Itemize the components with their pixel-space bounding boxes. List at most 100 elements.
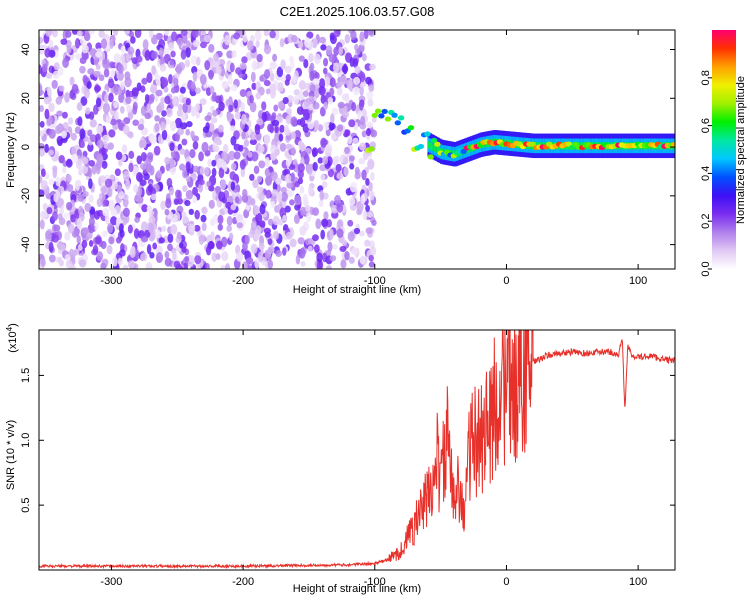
heatmap-cell <box>280 186 288 194</box>
heatmap-cell <box>89 134 97 143</box>
heatmap-cell <box>302 108 309 116</box>
heatmap-cell <box>215 253 221 260</box>
heatmap-cell <box>333 46 339 57</box>
heatmap-cell <box>274 126 279 134</box>
heatmap-cell <box>39 84 43 94</box>
spectrogram-ytick-label: 20 <box>20 92 32 104</box>
heatmap-cell <box>309 70 315 82</box>
heatmap-cell <box>112 256 118 267</box>
heatmap-cell <box>324 76 331 87</box>
heatmap-cell <box>320 174 326 181</box>
heatmap-cell <box>171 31 178 42</box>
heatmap-cell <box>69 76 75 86</box>
heatmap-cell <box>113 101 119 109</box>
heatmap-cell <box>100 185 108 194</box>
heatmap-cell <box>279 142 287 152</box>
heatmap-cell <box>110 118 118 126</box>
heatmap-cell <box>233 151 241 160</box>
heatmap-cell <box>211 91 217 102</box>
heatmap-cell <box>251 151 259 162</box>
heatmap-cell <box>362 151 368 160</box>
heatmap-cell <box>109 61 115 69</box>
heatmap-cell <box>460 148 467 155</box>
heatmap-cell <box>331 156 339 166</box>
heatmap-cell <box>319 189 324 201</box>
heatmap-cell <box>429 141 433 150</box>
heatmap-cell <box>430 142 434 151</box>
heatmap-cell <box>167 42 175 52</box>
heatmap-cell <box>185 129 191 136</box>
heatmap-cell <box>312 37 318 49</box>
heatmap-cell <box>121 144 128 154</box>
heatmap-cell <box>161 129 168 141</box>
heatmap-cell <box>43 96 52 105</box>
heatmap-cell <box>82 74 88 84</box>
heatmap-cell <box>140 252 148 262</box>
heatmap-cell <box>137 123 145 131</box>
heatmap-cell <box>145 158 152 169</box>
heatmap-cell <box>331 107 339 116</box>
heatmap-cell <box>131 87 139 97</box>
heatmap-cell <box>368 146 375 152</box>
heatmap-cell <box>68 117 74 125</box>
heatmap-cell <box>336 172 344 180</box>
heatmap-cell <box>48 128 56 139</box>
heatmap-cell <box>254 123 261 135</box>
heatmap-cell <box>147 183 153 193</box>
heatmap-cell <box>156 255 161 263</box>
heatmap-cell <box>433 144 437 152</box>
heatmap-cell <box>88 194 94 203</box>
heatmap-cell <box>193 224 201 232</box>
heatmap-cell <box>277 82 284 92</box>
heatmap-cell <box>76 218 83 230</box>
heatmap-cell <box>109 38 114 49</box>
heatmap-cell <box>190 81 196 90</box>
heatmap-cell <box>230 204 237 211</box>
heatmap-cell <box>211 117 218 124</box>
heatmap-cell <box>333 30 341 38</box>
heatmap-cell <box>194 87 201 94</box>
heatmap-cell <box>269 61 277 70</box>
heatmap-cell <box>323 211 329 221</box>
heatmap-cell <box>201 206 208 215</box>
heatmap-cell <box>53 224 61 232</box>
heatmap-cell <box>258 160 266 169</box>
heatmap-cell <box>222 143 229 154</box>
heatmap-cell <box>48 39 54 49</box>
heatmap-cell <box>250 243 258 254</box>
heatmap-cell <box>284 173 292 184</box>
heatmap-cell <box>140 235 149 243</box>
heatmap-cell <box>148 30 154 39</box>
heatmap-cell <box>102 207 110 217</box>
heatmap-cell <box>368 30 374 36</box>
heatmap-cell <box>241 114 247 125</box>
heatmap-cell <box>242 241 248 252</box>
heatmap-cell <box>51 234 59 243</box>
heatmap-cell <box>257 144 265 154</box>
heatmap-cell <box>144 50 151 61</box>
heatmap-cell <box>178 241 184 249</box>
heatmap-cell <box>98 30 105 38</box>
heatmap-cell <box>192 165 200 173</box>
heatmap-cell <box>56 110 63 117</box>
heatmap-cell <box>122 170 130 182</box>
heatmap-cell <box>120 153 127 162</box>
heatmap-cell <box>242 188 248 198</box>
heatmap-cell <box>194 209 200 220</box>
heatmap-cell <box>336 203 344 213</box>
heatmap-cell <box>66 45 72 54</box>
heatmap-cell <box>124 71 131 81</box>
heatmap-cell <box>217 214 224 225</box>
heatmap-cell <box>344 251 350 261</box>
heatmap-cell <box>344 146 350 155</box>
heatmap-cell <box>173 260 181 269</box>
heatmap-cell <box>330 204 339 214</box>
heatmap-cell <box>170 213 178 223</box>
heatmap-cell <box>113 53 121 63</box>
heatmap-cell <box>358 157 366 165</box>
heatmap-cell <box>150 193 157 201</box>
heatmap-cell <box>136 155 143 165</box>
heatmap-cell <box>242 34 248 43</box>
heatmap-cell <box>347 134 353 145</box>
heatmap-cell <box>140 105 147 117</box>
